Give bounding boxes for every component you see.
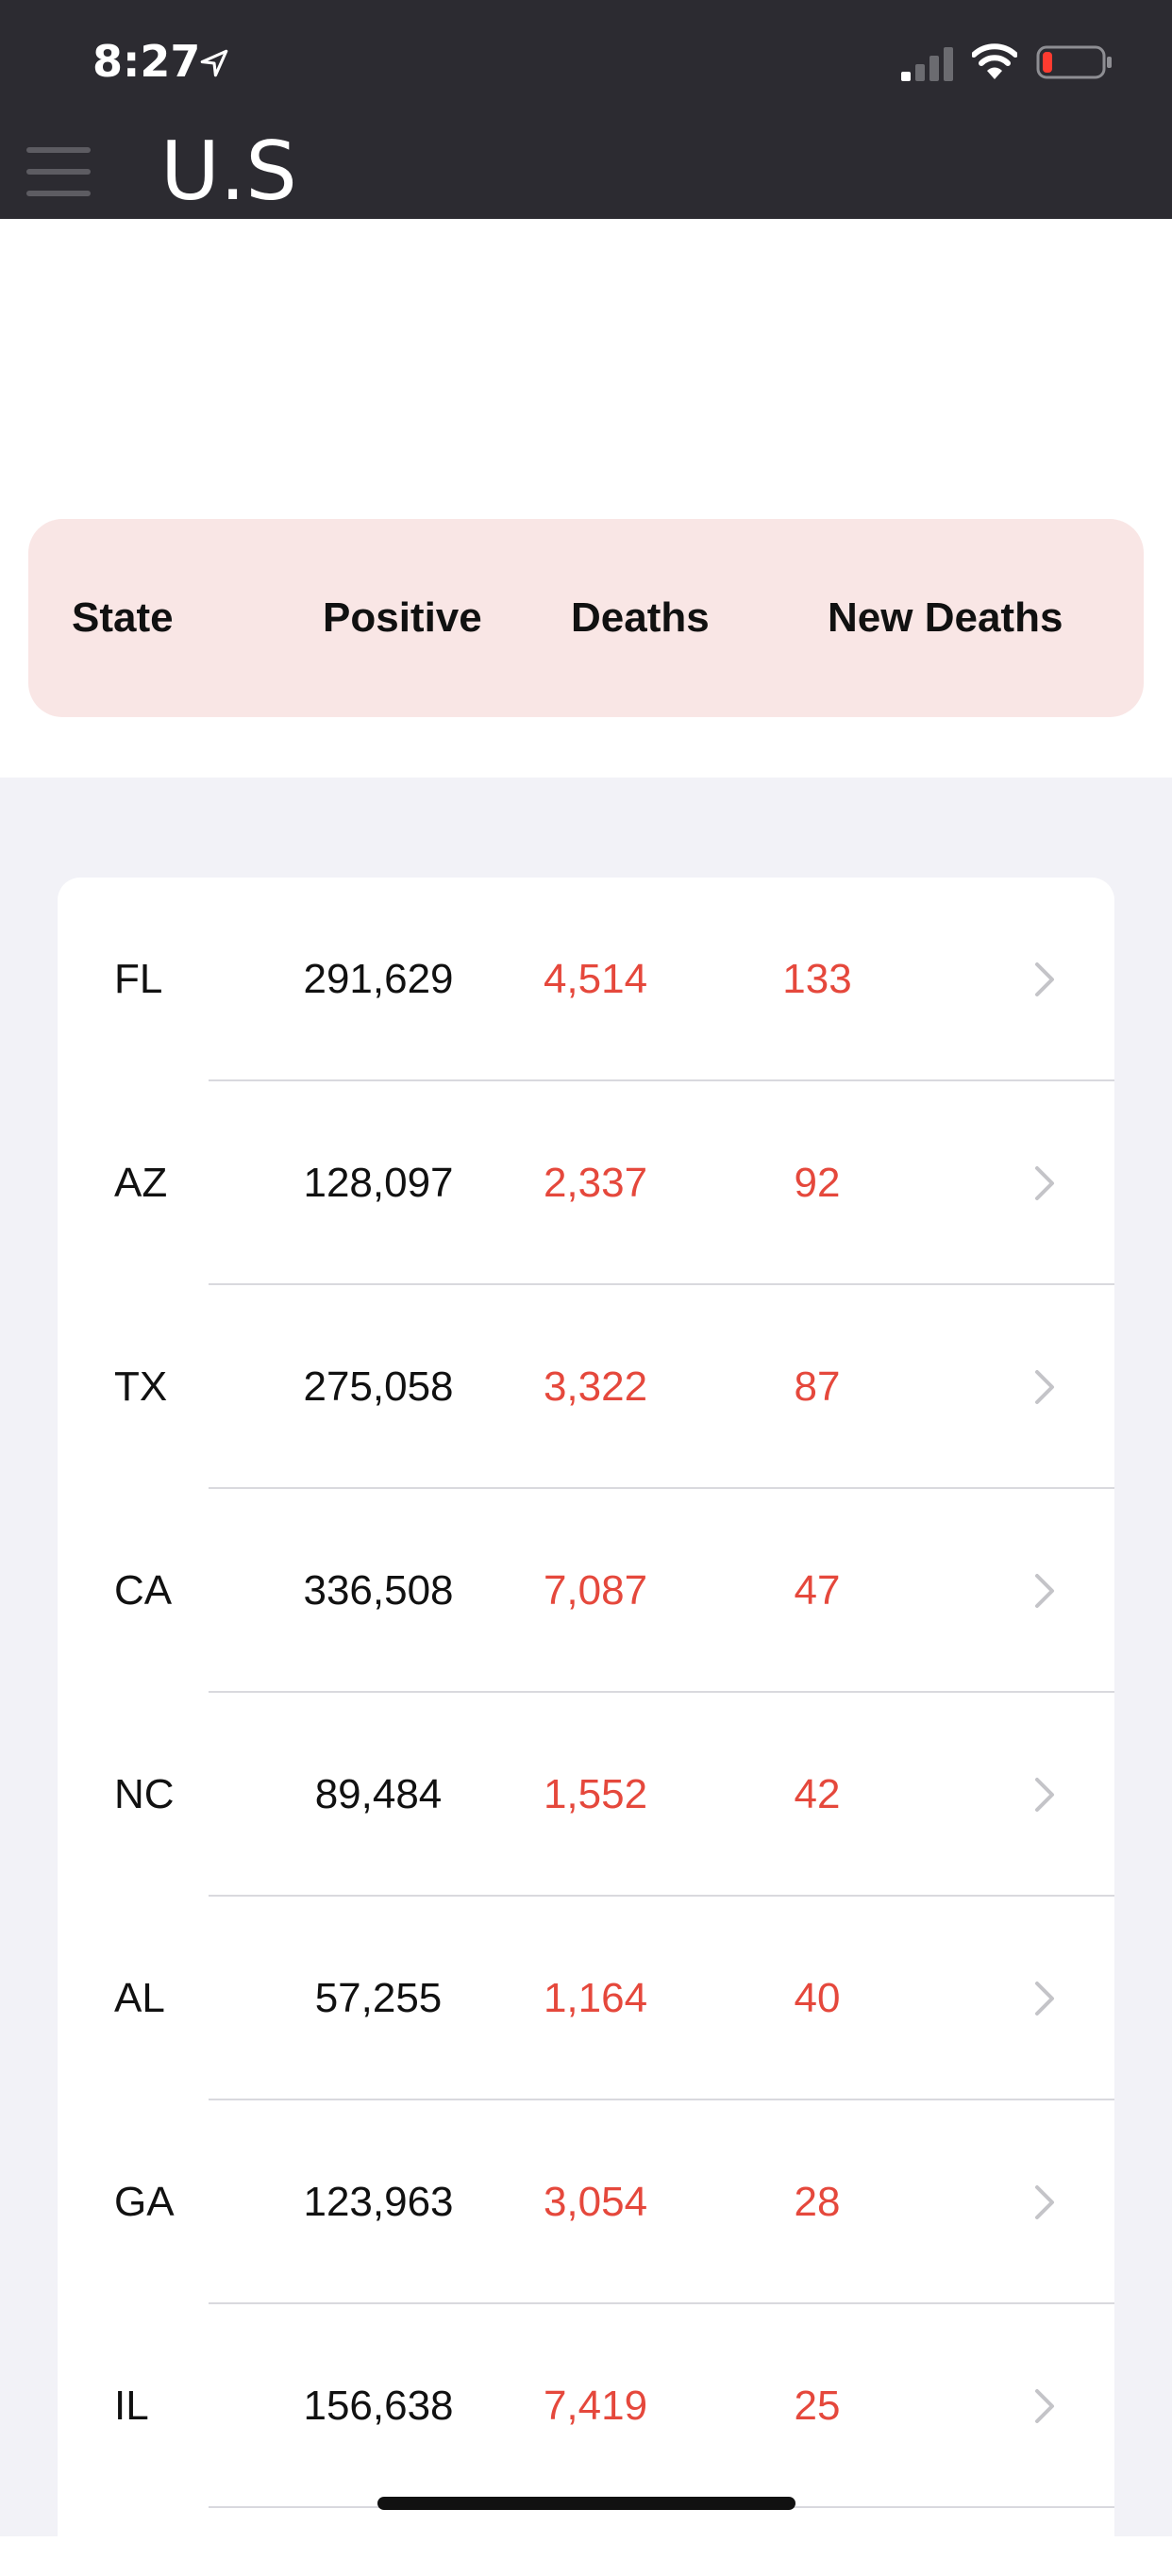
- page-title: U.S: [160, 125, 297, 219]
- row-separator: [209, 1079, 1114, 1081]
- chevron-right-icon: [1035, 2389, 1054, 2423]
- table-row[interactable]: GA 123,963 3,054 28: [58, 2100, 1114, 2304]
- row-separator: [209, 2302, 1114, 2304]
- row-separator: [209, 1895, 1114, 1897]
- row-state: AL: [114, 1975, 165, 2021]
- row-new-deaths: 40: [794, 1975, 841, 2021]
- home-indicator[interactable]: [377, 2497, 795, 2510]
- wifi-icon: [972, 43, 1017, 79]
- table-row[interactable]: AZ 128,097 2,337 92: [58, 1081, 1114, 1285]
- row-state: FL: [114, 956, 163, 1002]
- chevron-right-icon: [1035, 962, 1054, 996]
- row-positive: 275,058: [303, 1363, 454, 1410]
- header-deaths[interactable]: Deaths: [571, 594, 710, 641]
- row-positive: 123,963: [303, 2179, 454, 2225]
- row-positive: 336,508: [303, 1567, 454, 1614]
- row-deaths: 1,164: [543, 1975, 648, 2021]
- row-positive: 89,484: [314, 1771, 443, 1817]
- row-new-deaths: 47: [794, 1567, 841, 1614]
- row-positive: 57,255: [314, 1975, 443, 2021]
- row-deaths: 2,337: [543, 1160, 648, 1206]
- row-deaths: 3,322: [543, 1363, 648, 1410]
- header-new-deaths[interactable]: New Deaths: [828, 594, 1063, 641]
- row-positive: 128,097: [303, 1160, 454, 1206]
- row-state: NC: [114, 1771, 175, 1817]
- row-state: TX: [114, 1363, 168, 1410]
- row-separator: [209, 1283, 1114, 1285]
- table-row[interactable]: FL 291,629 4,514 133: [58, 878, 1114, 1081]
- table-row[interactable]: AL 57,255 1,164 40: [58, 1897, 1114, 2100]
- chevron-right-icon: [1035, 1574, 1054, 1608]
- row-separator: [209, 2099, 1114, 2100]
- row-separator: [209, 1487, 1114, 1489]
- battery-low-icon: [1036, 45, 1112, 79]
- chevron-right-icon: [1035, 1778, 1054, 1812]
- row-state: GA: [114, 2179, 175, 2225]
- status-time: 8:27: [92, 36, 201, 87]
- hamburger-menu-icon[interactable]: [26, 143, 92, 200]
- row-state: IL: [114, 2383, 149, 2429]
- row-new-deaths: 25: [794, 2383, 841, 2429]
- table-row[interactable]: TX 275,058 3,322 87: [58, 1285, 1114, 1489]
- row-deaths: 4,514: [543, 956, 648, 1002]
- chevron-right-icon: [1035, 1982, 1054, 2016]
- header-state[interactable]: State: [72, 594, 174, 641]
- row-deaths: 7,087: [543, 1567, 648, 1614]
- top-bar: 8:27 U.S: [0, 0, 1172, 219]
- row-positive: 156,638: [303, 2383, 454, 2429]
- chevron-right-icon: [1035, 1370, 1054, 1404]
- row-state: CA: [114, 1567, 173, 1614]
- table-row[interactable]: NC 89,484 1,552 42: [58, 1693, 1114, 1897]
- location-arrow-icon: [200, 49, 228, 77]
- header-positive[interactable]: Positive: [323, 594, 482, 641]
- row-separator: [209, 1691, 1114, 1693]
- table-row[interactable]: IL 156,638 7,419 25: [58, 2304, 1114, 2508]
- table-header: State Positive Deaths New Deaths: [28, 519, 1144, 717]
- row-new-deaths: 28: [794, 2179, 841, 2225]
- chevron-right-icon: [1035, 1166, 1054, 1200]
- row-new-deaths: 87: [794, 1363, 841, 1410]
- row-state: AZ: [114, 1160, 168, 1206]
- row-new-deaths: 133: [782, 956, 852, 1002]
- state-list: FL 291,629 4,514 133 AZ 128,097 2,337 92…: [58, 878, 1114, 2576]
- chevron-right-icon: [1035, 2185, 1054, 2219]
- table-row[interactable]: CA 336,508 7,087 47: [58, 1489, 1114, 1693]
- row-positive: 291,629: [303, 956, 454, 1002]
- row-deaths: 7,419: [543, 2383, 648, 2429]
- row-deaths: 1,552: [543, 1771, 648, 1817]
- row-new-deaths: 42: [794, 1771, 841, 1817]
- row-new-deaths: 92: [794, 1160, 841, 1206]
- signal-icon: [901, 47, 953, 81]
- row-deaths: 3,054: [543, 2179, 648, 2225]
